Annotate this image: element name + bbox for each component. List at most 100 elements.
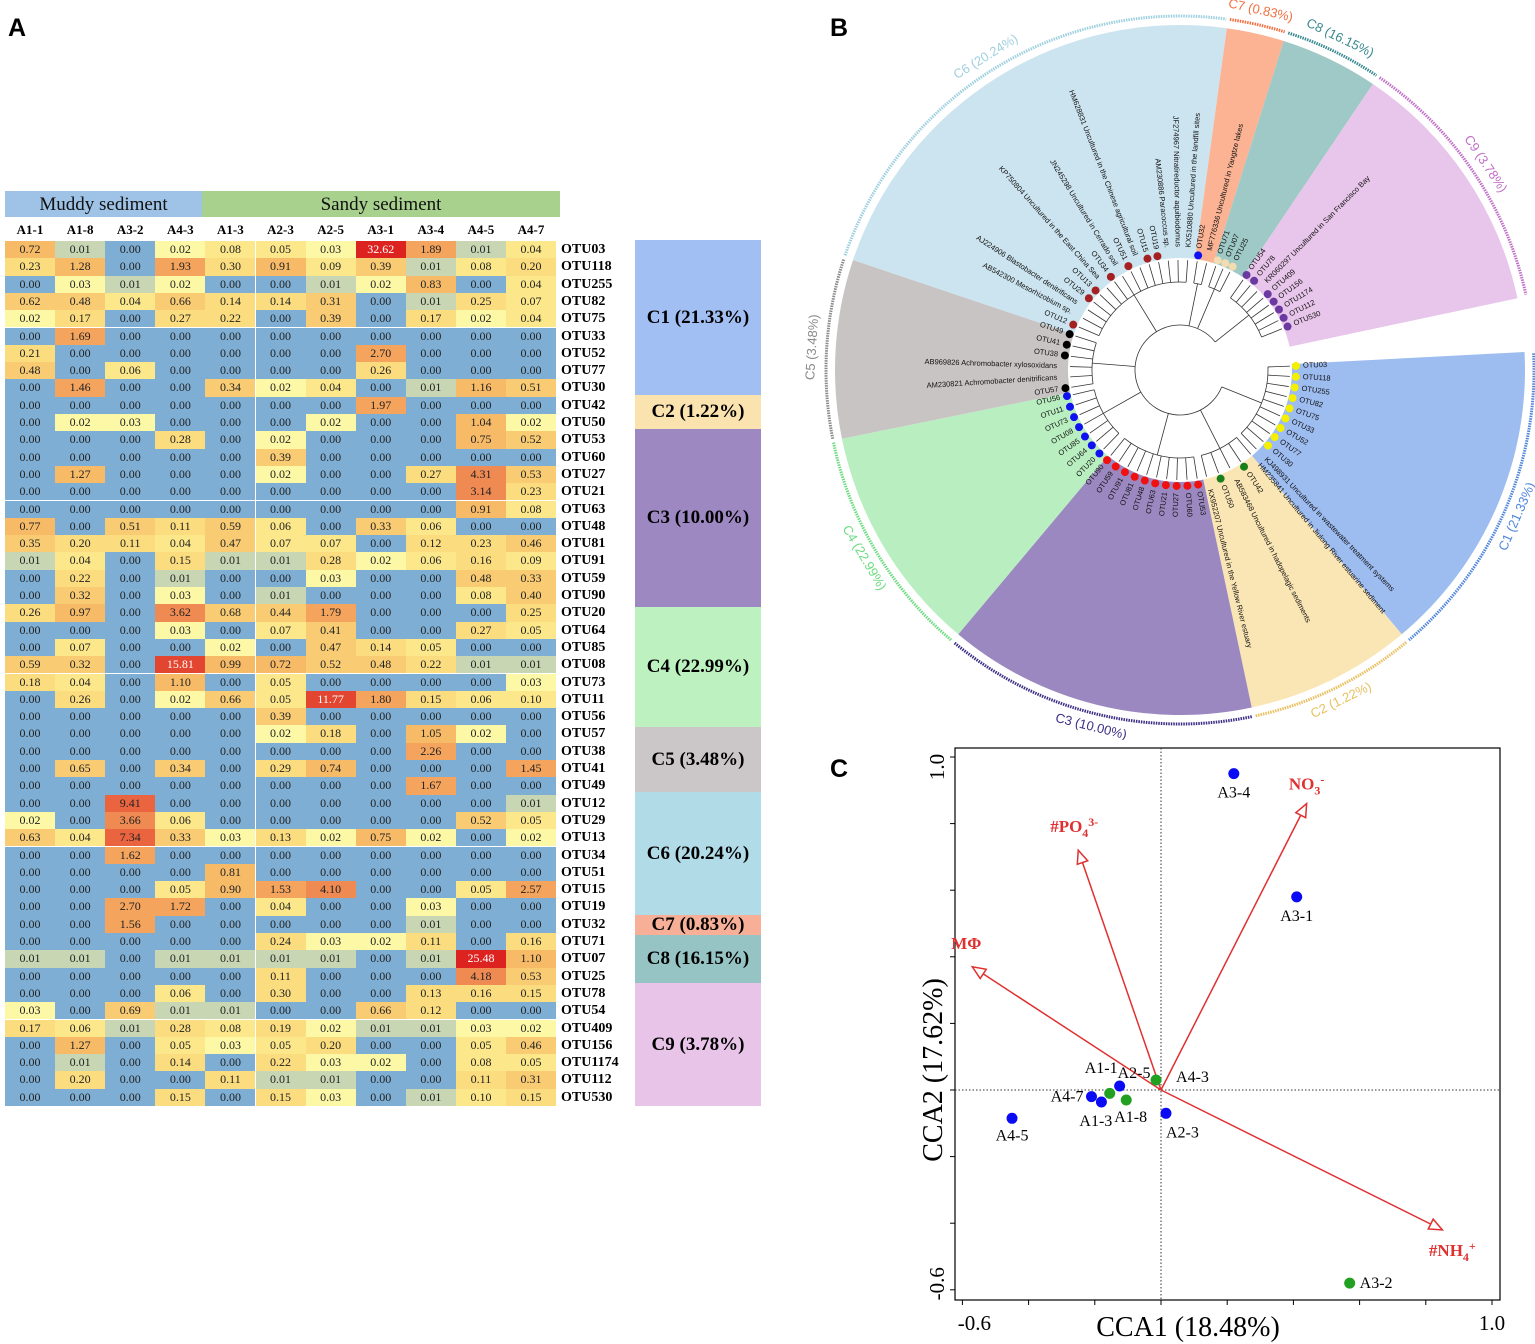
heatmap-cell: 0.02 xyxy=(205,638,256,657)
heatmap-cell: 1.04 xyxy=(455,414,506,432)
heatmap-cell: 0.00 xyxy=(205,760,256,778)
tree-branch xyxy=(1240,433,1257,450)
heatmap-cell: 0.00 xyxy=(205,811,256,830)
heatmap-cell: 0.00 xyxy=(105,379,156,397)
clade-ring xyxy=(1255,641,1408,718)
y-tick-label: 1.0 xyxy=(925,754,949,780)
heatmap-cell: 0.00 xyxy=(405,431,456,449)
tree-branch xyxy=(1251,420,1270,434)
heatmap-cell: 0.00 xyxy=(105,483,156,501)
heatmap-cell: 0.00 xyxy=(355,500,406,518)
heatmap-cell: 0.00 xyxy=(305,967,356,985)
heatmap-cell: 0.00 xyxy=(105,465,156,484)
heatmap-cell: 0.22 xyxy=(205,310,256,328)
heatmap-cell: 0.07 xyxy=(255,535,306,553)
heatmap-cell: 0.01 xyxy=(5,552,56,570)
clade-ring xyxy=(1287,31,1378,77)
heatmap-cell: 0.00 xyxy=(205,275,256,293)
heatmap-cell: 0.46 xyxy=(506,535,557,553)
sample-point xyxy=(1160,1107,1172,1119)
heatmap-cell: 0.32 xyxy=(55,656,106,674)
leaf-dot-icon xyxy=(1153,252,1162,261)
heatmap-cell: 0.99 xyxy=(205,656,256,674)
heatmap-cell: 0.00 xyxy=(55,1088,106,1106)
leaf-label: OTU03 xyxy=(1303,360,1327,370)
heatmap-cell: 0.00 xyxy=(506,725,557,743)
otu-label: OTU57 xyxy=(561,726,606,742)
heatmap-cell: 0.01 xyxy=(255,1071,306,1089)
leaf-dot-icon xyxy=(1061,384,1070,393)
heatmap-cell: 0.00 xyxy=(506,448,557,466)
heatmap-cell: 0.00 xyxy=(5,794,56,812)
tree-branch xyxy=(1070,375,1093,378)
heatmap-cell: 0.13 xyxy=(405,984,456,1003)
heatmap-cell: 0.00 xyxy=(205,898,256,916)
heatmap-cell: 0.39 xyxy=(305,310,356,328)
heatmap-cell: 0.00 xyxy=(155,379,206,397)
tree-branch xyxy=(1122,276,1135,296)
otu-label: OTU03 xyxy=(561,242,606,257)
heatmap-cell: 0.00 xyxy=(5,915,56,933)
heatmap-cell: 0.00 xyxy=(455,933,506,951)
column-header: A1-8 xyxy=(66,222,94,237)
heatmap-cell: 0.00 xyxy=(405,846,456,864)
leaf-dot-icon xyxy=(1143,254,1152,263)
heatmap-cell: 0.28 xyxy=(155,1019,206,1037)
heatmap-cell: 0.00 xyxy=(455,829,506,847)
leaf-dot-icon xyxy=(1151,479,1160,488)
heatmap-cell: 4.18 xyxy=(455,967,506,985)
heatmap-cell: 0.05 xyxy=(255,690,306,709)
heatmap-cell: 0.00 xyxy=(105,656,156,674)
sample-point xyxy=(1344,1277,1356,1289)
heatmap-cell: 0.02 xyxy=(255,431,306,449)
heatmap-cell: 0.00 xyxy=(5,275,56,293)
sample-point xyxy=(1291,891,1303,903)
tree-branch xyxy=(1200,409,1221,449)
heatmap-cell: 0.04 xyxy=(506,310,557,328)
otu-label: OTU25 xyxy=(561,968,606,984)
heatmap-cell: 0.00 xyxy=(5,1036,56,1055)
heatmap-cell: 0.00 xyxy=(255,483,306,501)
heatmap-cell: 25.48 xyxy=(455,950,506,968)
heatmap-cell: 0.00 xyxy=(55,742,106,760)
leaf-dot-icon xyxy=(1276,424,1285,432)
heatmap-cell: 0.00 xyxy=(105,673,156,691)
heatmap-cell: 0.13 xyxy=(255,829,306,847)
sample-point xyxy=(1150,1074,1162,1086)
heatmap-cell: 0.51 xyxy=(506,379,557,397)
leaf-dot-icon xyxy=(1283,322,1292,331)
heatmap-cell: 0.00 xyxy=(105,327,156,345)
heatmap-cell: 0.00 xyxy=(355,379,406,397)
heatmap-cell: 0.00 xyxy=(255,638,306,657)
tree-branch xyxy=(1103,391,1142,414)
heatmap-cell: 0.00 xyxy=(355,725,406,743)
heatmap-cell: 0.00 xyxy=(355,794,406,812)
otu-label: OTU91 xyxy=(561,553,606,569)
heatmap-cell: 0.33 xyxy=(506,569,557,587)
heatmap-cell: 0.00 xyxy=(405,1071,456,1089)
heatmap-cell: 0.01 xyxy=(506,656,557,674)
clade-label: C3 (10.00%) xyxy=(1054,710,1128,740)
heatmap-cell: 0.14 xyxy=(155,1054,206,1072)
x-tick-label: -0.6 xyxy=(958,1311,991,1335)
heatmap-cell: 0.03 xyxy=(105,414,156,432)
tree-branch xyxy=(1197,288,1215,329)
leaf-dot-icon xyxy=(1120,468,1129,477)
heatmap-cell: 0.00 xyxy=(405,811,456,830)
tree-branch xyxy=(1265,390,1287,397)
heatmap-cell: 0.15 xyxy=(155,552,206,570)
heatmap-cell: 0.00 xyxy=(255,794,306,812)
heatmap-cell: 0.01 xyxy=(506,794,557,812)
heatmap-cell: 0.05 xyxy=(255,673,306,691)
tree-branch xyxy=(1221,386,1262,404)
heatmap-cell: 0.00 xyxy=(5,760,56,778)
heatmap-cell: 0.15 xyxy=(506,984,557,1003)
heatmap-cell: 0.04 xyxy=(506,275,557,293)
heatmap-cell: 2.26 xyxy=(405,742,456,760)
heatmap-cell: 0.00 xyxy=(355,414,406,432)
heatmap-cell: 0.01 xyxy=(305,950,356,968)
heatmap-cell: 0.00 xyxy=(255,275,306,293)
heatmap-cell: 0.00 xyxy=(305,344,356,363)
leaf-dot-icon xyxy=(1216,474,1225,483)
heatmap-cell: 0.00 xyxy=(455,396,506,414)
